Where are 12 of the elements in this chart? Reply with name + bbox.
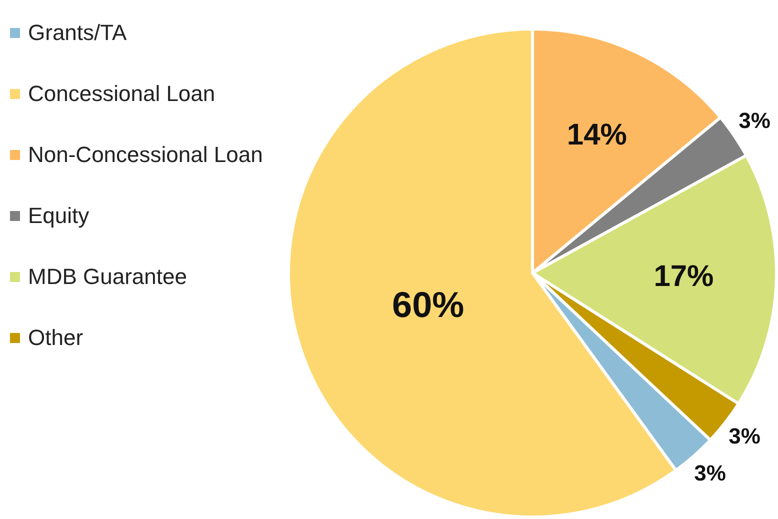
legend-label: Concessional Loan xyxy=(28,80,216,106)
data-label: 3% xyxy=(694,460,726,486)
legend-label: MDB Guarantee xyxy=(28,264,187,290)
legend-label: Grants/TA xyxy=(28,20,127,46)
data-label: 17% xyxy=(654,260,714,294)
data-label: 14% xyxy=(566,118,627,152)
data-label: 60% xyxy=(392,284,464,325)
legend-label: Equity xyxy=(28,202,90,228)
legend-label: Other xyxy=(28,324,84,350)
legend-label: Non-Concessional Loan xyxy=(28,142,263,168)
data-label: 3% xyxy=(728,424,760,449)
data-label: 3% xyxy=(738,108,770,134)
